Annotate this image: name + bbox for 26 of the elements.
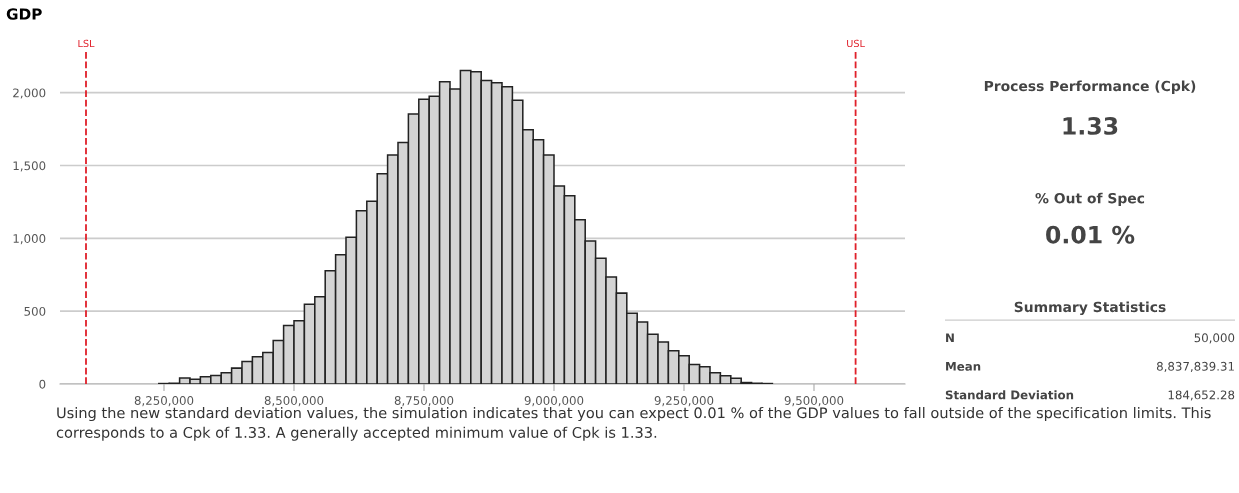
text: Mean xyxy=(946,362,981,371)
y-tick-label: 500 xyxy=(24,306,46,316)
text: Using the new standard deviation values, the simulation indicates that you can expect 0.01 % of the GDP values to fall outside of the specification limits. This corresponds to a Cpk of 1.33. A generally accepted minimum value of Cpk is 1.33. xyxy=(56,407,1211,441)
x-tick-label: 8,750,000 xyxy=(394,396,454,407)
x-tick-label: 9,500,000 xyxy=(784,396,844,407)
text: % Out of Spec xyxy=(1035,192,1145,207)
y-tick-label: 0 xyxy=(39,379,46,389)
text: 1.33 xyxy=(1063,116,1118,135)
y-tick-label: 1,000 xyxy=(13,234,46,245)
text: 8,837,839.31 xyxy=(1156,361,1234,372)
text: 0.01 % xyxy=(1046,225,1135,244)
y-tick-label: 2,000 xyxy=(13,88,46,99)
text: Standard Deviation xyxy=(945,390,1074,400)
ref-line-label: LSL xyxy=(78,39,95,48)
text: Process Performance (Cpk) xyxy=(984,80,1196,94)
text: N xyxy=(946,333,954,343)
text: Summary Statistics xyxy=(1014,301,1166,315)
text: 50,000 xyxy=(1194,333,1235,344)
y-tick-label: 1,500 xyxy=(13,161,46,172)
x-tick-label: 9,000,000 xyxy=(524,396,584,407)
x-tick-label: 8,500,000 xyxy=(264,396,324,407)
text: 184,652.28 xyxy=(1168,390,1235,401)
x-tick-label: 8,250,000 xyxy=(134,396,194,407)
x-tick-label: 9,250,000 xyxy=(654,396,714,407)
chart-title: GDP xyxy=(6,8,42,20)
ref-line-label: USL xyxy=(847,39,865,48)
